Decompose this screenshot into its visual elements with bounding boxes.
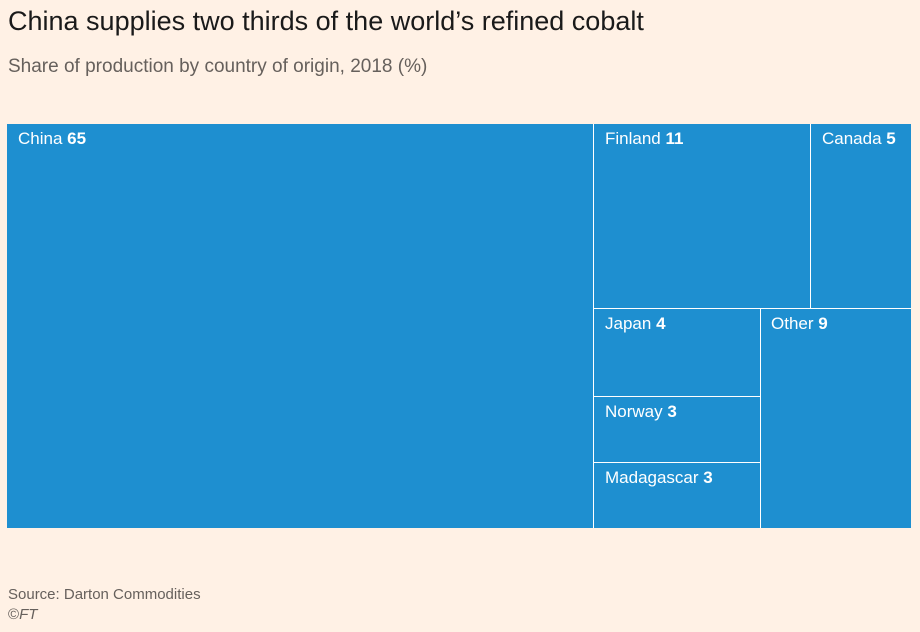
chart-subtitle: Share of production by country of origin… [8, 56, 428, 77]
copyright-symbol: © [8, 606, 20, 623]
tile-japan: Japan 4 [594, 309, 760, 397]
source-note: Source: Darton Commodities [8, 586, 201, 603]
tile-label-japan: Japan 4 [605, 314, 666, 333]
tile-other: Other 9 [760, 309, 911, 528]
divider-japan-norway [594, 396, 760, 397]
tile-finland: Finland 11 [594, 124, 811, 309]
divider-china-right [593, 124, 594, 528]
tile-label-canada: Canada 5 [822, 129, 896, 148]
chart-title: China supplies two thirds of the world’s… [8, 6, 644, 36]
tile-norway: Norway 3 [594, 397, 760, 463]
tile-label-finland: Finland 11 [605, 129, 684, 148]
tile-madagascar: Madagascar 3 [594, 463, 760, 528]
tile-label-china: China 65 [18, 129, 87, 148]
tile-label-other: Other 9 [771, 314, 828, 333]
divider-finland-canada [810, 124, 811, 309]
divider-small-other [760, 309, 761, 528]
ft-brand: FT [19, 606, 38, 623]
tile-label-madagascar: Madagascar 3 [605, 468, 713, 487]
treemap: China 65 Finland 11 Canada 5 Japan 4 Oth… [7, 124, 911, 528]
tile-label-norway: Norway 3 [605, 402, 677, 421]
divider-norway-madagascar [594, 462, 760, 463]
tile-canada: Canada 5 [811, 124, 911, 309]
tile-china: China 65 [7, 124, 594, 528]
copyright: ©FT [8, 606, 37, 623]
divider-top-row-bottom [594, 308, 911, 309]
